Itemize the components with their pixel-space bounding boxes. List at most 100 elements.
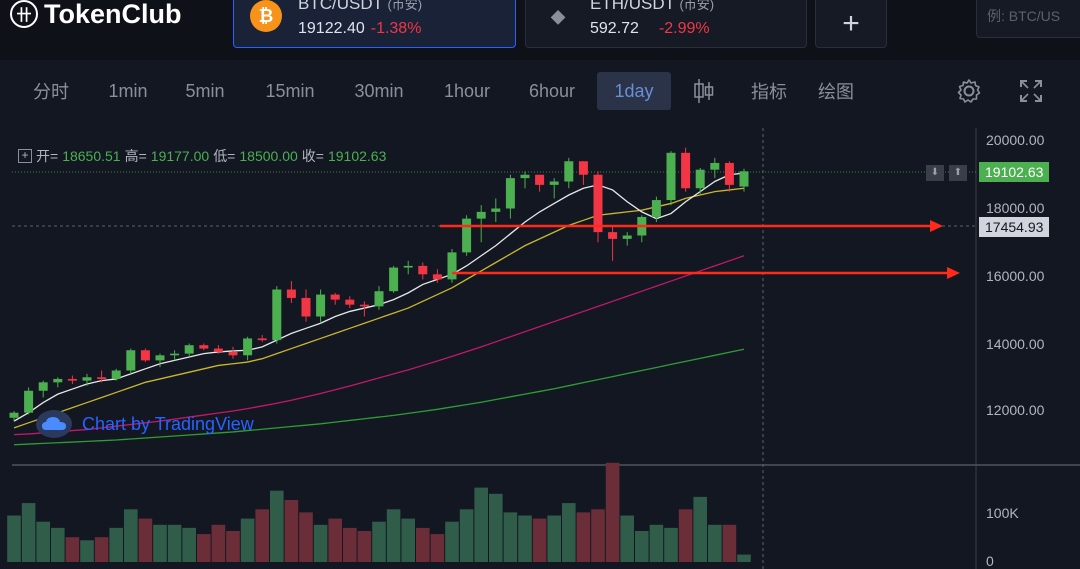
price-up-button[interactable]: ⬆ bbox=[949, 165, 967, 181]
moving-average-line bbox=[13, 348, 745, 446]
indicators-button[interactable]: 指标 bbox=[751, 82, 787, 102]
search-input[interactable]: 例: BTC/US bbox=[976, 0, 1080, 38]
volume-bar bbox=[576, 512, 591, 562]
tab-5min[interactable]: 5min bbox=[185, 80, 225, 101]
candle bbox=[724, 161, 734, 192]
volume-bar bbox=[21, 503, 36, 562]
ethereum-icon: ◆ bbox=[551, 5, 565, 26]
collapse-icon[interactable]: + bbox=[18, 149, 32, 163]
candle bbox=[622, 232, 632, 246]
bitcoin-icon: ₿ bbox=[250, 0, 282, 32]
price-tick: 14000.00 bbox=[986, 336, 1045, 352]
low-value: 18500.00 bbox=[239, 148, 298, 164]
candle bbox=[228, 346, 238, 359]
candle bbox=[286, 281, 296, 303]
tab-1day[interactable]: 1day bbox=[597, 72, 671, 110]
candle-type-icon[interactable] bbox=[692, 72, 716, 110]
candle bbox=[199, 343, 209, 351]
volume-bar bbox=[591, 509, 605, 562]
candle bbox=[243, 336, 253, 361]
candle bbox=[681, 147, 691, 192]
volume-bar bbox=[80, 540, 94, 562]
price-tick: 12000.00 bbox=[986, 402, 1045, 418]
candle bbox=[213, 345, 223, 354]
candle bbox=[301, 289, 311, 322]
cloud-icon bbox=[36, 410, 72, 438]
candle bbox=[710, 157, 720, 179]
candle bbox=[564, 157, 574, 189]
candle bbox=[389, 265, 399, 293]
candle bbox=[316, 289, 326, 324]
ticker-pair: BTC/USDT (币安) bbox=[298, 0, 423, 13]
tab-1hour[interactable]: 1hour bbox=[443, 80, 491, 101]
candle bbox=[184, 343, 194, 357]
volume-bar bbox=[240, 518, 255, 562]
ticker-eth[interactable]: ◆ ETH/USDT (币安) 592.72 -2.99% bbox=[525, 0, 807, 48]
candle bbox=[535, 174, 545, 192]
candle bbox=[111, 368, 121, 381]
volume-bar bbox=[459, 509, 474, 562]
volume-bar bbox=[620, 515, 634, 562]
price-tick: 16000.00 bbox=[986, 268, 1045, 284]
add-ticker-button[interactable]: + bbox=[815, 0, 887, 48]
volume-tick: 100K bbox=[986, 505, 1019, 521]
close-value: 19102.63 bbox=[327, 148, 387, 164]
volume-bar bbox=[255, 509, 269, 562]
tab-1min[interactable]: 1min bbox=[108, 80, 148, 101]
low-label: 低= bbox=[213, 148, 236, 164]
candle bbox=[476, 205, 486, 243]
candle bbox=[608, 225, 618, 261]
volume-bar bbox=[722, 524, 737, 562]
candle bbox=[403, 260, 413, 275]
volume-bar bbox=[547, 515, 561, 562]
price-down-button[interactable]: ⬇ bbox=[926, 165, 944, 181]
volume-bar bbox=[299, 512, 313, 562]
volume-bar bbox=[401, 518, 415, 562]
tab-fenshi[interactable]: 分时 bbox=[33, 82, 69, 102]
volume-bar bbox=[605, 462, 620, 562]
ticker-price: 592.72 -2.99% bbox=[590, 20, 710, 37]
fullscreen-icon[interactable] bbox=[1018, 72, 1044, 110]
volume-bar bbox=[153, 524, 167, 562]
volume-bar bbox=[737, 554, 751, 562]
ticker-btc[interactable]: ₿ BTC/USDT (币安) 19122.40 -1.38% bbox=[233, 0, 516, 48]
volume-bar bbox=[445, 521, 459, 562]
close-label: 收= bbox=[301, 148, 324, 164]
candle bbox=[739, 168, 749, 192]
volume-bar bbox=[7, 515, 21, 562]
high-label: 高= bbox=[124, 148, 147, 164]
crosshair-price-tag: 17454.93 bbox=[979, 217, 1050, 237]
candle bbox=[578, 161, 588, 185]
tradingview-watermark[interactable]: Chart by TradingView bbox=[36, 410, 254, 438]
candle bbox=[97, 370, 107, 383]
volume-bar bbox=[693, 496, 707, 562]
candle bbox=[359, 301, 369, 317]
volume-bar bbox=[532, 518, 547, 562]
gear-icon[interactable] bbox=[955, 72, 983, 110]
volume-bar bbox=[109, 527, 123, 562]
volume-bar bbox=[635, 531, 649, 562]
candle bbox=[491, 198, 501, 222]
last-price-tag: 19102.63 bbox=[979, 162, 1050, 182]
tab-30min[interactable]: 30min bbox=[354, 80, 404, 101]
timeframe-bar: 分时 1min 5min 15min 30min 1hour 6hour 1da… bbox=[0, 66, 1080, 118]
volume-bar bbox=[489, 493, 503, 562]
open-label: 开= bbox=[36, 148, 59, 164]
volume-bar bbox=[65, 537, 80, 562]
candle bbox=[257, 335, 267, 342]
candle bbox=[447, 249, 457, 283]
volume-bar bbox=[313, 524, 328, 562]
ohlc-legend: + 开= 18650.51 高= 19177.00 低= 18500.00 收= 191… bbox=[18, 146, 386, 166]
candle bbox=[53, 377, 63, 388]
price-tick: 20000.00 bbox=[986, 132, 1045, 148]
candle bbox=[140, 348, 150, 363]
volume-bar bbox=[226, 531, 240, 562]
tab-15min[interactable]: 15min bbox=[265, 80, 315, 101]
logo[interactable]: 卄 TokenClub bbox=[10, 0, 182, 29]
tab-6hour[interactable]: 6hour bbox=[528, 80, 576, 101]
volume-bar bbox=[270, 490, 284, 562]
ticker-price: 19122.40 -1.38% bbox=[298, 20, 422, 37]
candle bbox=[695, 168, 705, 195]
drawing-button[interactable]: 绘图 bbox=[818, 82, 854, 102]
